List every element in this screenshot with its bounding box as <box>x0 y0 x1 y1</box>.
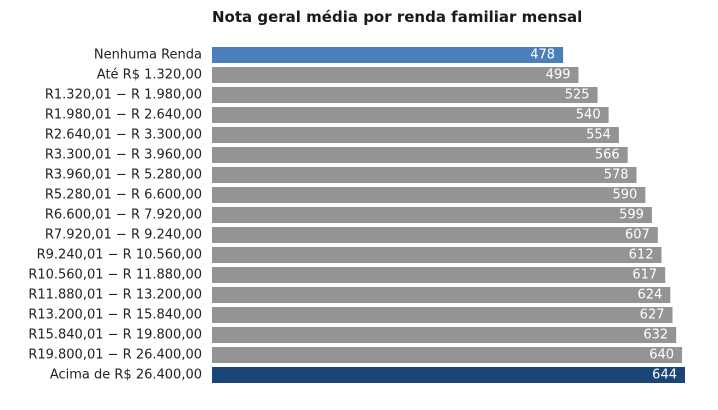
category-label-12: R11.880,01 − R 13.200,00 <box>28 288 202 303</box>
category-label-16: Acima de R$ 26.400,00 <box>50 368 202 383</box>
bar-12 <box>212 287 671 303</box>
value-label-10: 612 <box>629 248 654 263</box>
category-label-7: R5.280,01 − R 6.600,00 <box>45 188 202 203</box>
value-label-8: 599 <box>619 208 644 223</box>
bar-14 <box>212 327 677 343</box>
category-label-0: Nenhuma Renda <box>94 48 202 63</box>
category-label-5: R3.300,01 − R 3.960,00 <box>45 148 202 163</box>
bar-6 <box>212 167 637 183</box>
value-label-14: 632 <box>643 328 668 343</box>
value-label-12: 624 <box>637 288 662 303</box>
value-label-13: 627 <box>640 308 665 323</box>
bar-16 <box>212 367 685 383</box>
bar-10 <box>212 247 662 263</box>
bar-4 <box>212 127 619 143</box>
chart-title: Nota geral média por renda familiar mens… <box>212 8 583 26</box>
value-label-4: 554 <box>586 128 611 143</box>
category-label-2: R1.320,01 − R 1.980,00 <box>45 88 202 103</box>
bar-2 <box>212 87 598 103</box>
category-label-1: Até R$ 1.320,00 <box>97 68 202 83</box>
bar-11 <box>212 267 666 283</box>
value-label-9: 607 <box>625 228 650 243</box>
value-label-3: 540 <box>576 108 601 123</box>
bar-7 <box>212 187 646 203</box>
category-label-10: R9.240,01 − R 10.560,00 <box>37 248 202 263</box>
bar-9 <box>212 227 658 243</box>
bar-15 <box>212 347 683 363</box>
category-label-4: R2.640,01 − R 3.300,00 <box>45 128 202 143</box>
value-label-15: 640 <box>649 348 674 363</box>
category-label-9: R7.920,01 − R 9.240,00 <box>45 228 202 243</box>
value-label-16: 644 <box>652 368 677 383</box>
category-label-15: R19.800,01 − R 26.400,00 <box>28 348 202 363</box>
value-label-1: 499 <box>546 68 571 83</box>
category-label-13: R13.200,01 − R 15.840,00 <box>28 308 202 323</box>
bar-1 <box>212 67 579 83</box>
value-label-5: 566 <box>595 148 620 163</box>
value-label-6: 578 <box>604 168 629 183</box>
category-label-14: R15.840,01 − R 19.800,00 <box>28 328 202 343</box>
bars-layer: Nenhuma Renda 478 Até R$ 1.320,00 499 R1.320… <box>28 47 685 383</box>
value-label-11: 617 <box>632 268 657 283</box>
bar-0 <box>212 47 564 63</box>
value-label-0: 478 <box>530 48 555 63</box>
category-label-8: R6.600,01 − R 7.920,00 <box>45 208 202 223</box>
bar-8 <box>212 207 652 223</box>
bar-5 <box>212 147 628 163</box>
category-label-6: R3.960,01 − R 5.280,00 <box>45 168 202 183</box>
bar-13 <box>212 307 673 323</box>
category-label-3: R1.980,01 − R 2.640,00 <box>45 108 202 123</box>
bar-3 <box>212 107 609 123</box>
value-label-7: 590 <box>613 188 638 203</box>
value-label-2: 525 <box>565 88 590 103</box>
category-label-11: R10.560,01 − R 11.880,00 <box>28 268 202 283</box>
